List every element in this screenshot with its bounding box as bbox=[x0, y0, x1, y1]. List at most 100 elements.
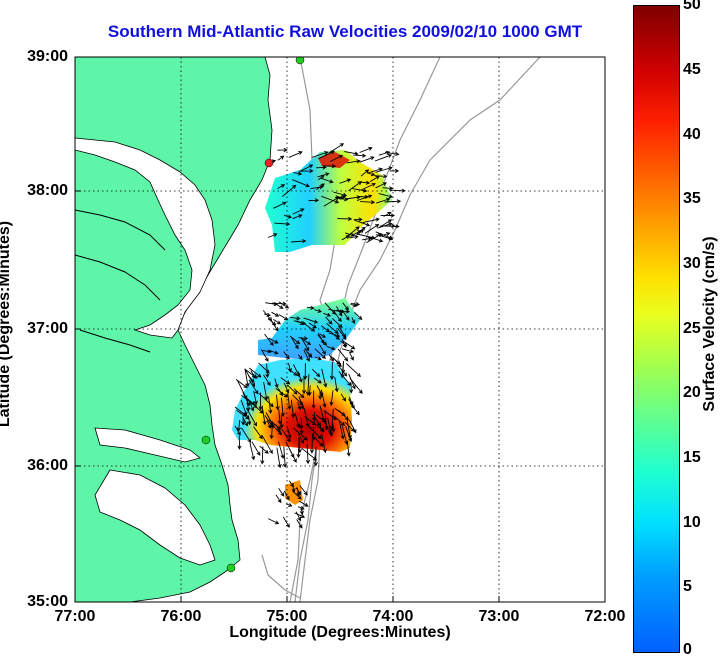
current-vector bbox=[241, 414, 246, 426]
current-vector bbox=[292, 364, 301, 378]
current-vector bbox=[311, 368, 321, 378]
x-tick-label: 73:00 bbox=[478, 608, 520, 625]
current-vector bbox=[333, 191, 348, 197]
x-tick-label: 74:00 bbox=[372, 608, 414, 625]
current-vector bbox=[348, 181, 362, 192]
current-vector bbox=[361, 182, 376, 191]
current-vector bbox=[302, 375, 307, 395]
current-vector bbox=[306, 351, 313, 358]
current-vector bbox=[277, 409, 282, 425]
current-vector bbox=[260, 446, 265, 465]
current-vector bbox=[277, 184, 286, 189]
river bbox=[79, 329, 151, 353]
current-vector bbox=[367, 172, 376, 177]
current-vector bbox=[331, 318, 343, 328]
current-vector bbox=[299, 500, 309, 507]
current-vector bbox=[384, 199, 402, 204]
current-vector bbox=[348, 398, 355, 410]
x-tick-label: 76:00 bbox=[160, 608, 202, 625]
current-vector bbox=[310, 185, 324, 190]
current-vector bbox=[384, 151, 400, 156]
current-vector bbox=[303, 317, 319, 324]
current-vector bbox=[274, 378, 279, 389]
current-vector bbox=[337, 364, 348, 377]
current-vector bbox=[269, 349, 279, 355]
current-vector bbox=[324, 302, 336, 315]
current-vector bbox=[322, 164, 337, 169]
current-vector bbox=[316, 165, 327, 170]
colorbar-tick-label: 25 bbox=[683, 320, 701, 337]
current-vector bbox=[341, 235, 351, 241]
current-vector bbox=[319, 333, 327, 338]
current-vector bbox=[298, 433, 304, 444]
current-vector bbox=[318, 343, 326, 355]
current-vector bbox=[362, 217, 380, 224]
colorbar-tick-label: 0 bbox=[683, 641, 692, 658]
current-vector bbox=[296, 487, 301, 497]
current-vector bbox=[351, 317, 356, 325]
current-vector bbox=[364, 223, 380, 234]
x-tick-label: 77:00 bbox=[54, 608, 96, 625]
current-vector bbox=[296, 437, 301, 459]
current-vector bbox=[303, 349, 310, 362]
current-vector bbox=[314, 348, 326, 359]
current-vector bbox=[353, 217, 363, 222]
current-vector bbox=[334, 377, 339, 393]
current-vector bbox=[274, 221, 291, 227]
current-vector bbox=[301, 447, 318, 461]
current-vector bbox=[297, 401, 302, 411]
current-vector bbox=[282, 184, 297, 197]
colorbar bbox=[633, 5, 680, 653]
current-vector bbox=[286, 426, 292, 439]
current-vector bbox=[283, 214, 292, 219]
colorbar-tick-label: 5 bbox=[683, 578, 692, 595]
current-vector bbox=[356, 194, 373, 202]
current-vector bbox=[380, 213, 396, 218]
current-vector bbox=[356, 233, 376, 240]
current-vector bbox=[352, 230, 362, 236]
current-vector bbox=[337, 216, 353, 221]
current-vector bbox=[297, 505, 305, 510]
current-vector bbox=[345, 363, 361, 378]
colorbar-tick-label: 20 bbox=[683, 384, 701, 401]
y-tick-label: 37:00 bbox=[27, 320, 68, 337]
current-vector bbox=[273, 201, 287, 209]
x-axis-label: Longitude (Degrees:Minutes) bbox=[229, 624, 451, 641]
current-vector bbox=[293, 427, 308, 441]
current-vector bbox=[358, 194, 370, 199]
current-vector bbox=[251, 441, 261, 456]
current-vector bbox=[289, 335, 301, 345]
current-vector bbox=[285, 503, 293, 507]
current-vector bbox=[267, 233, 278, 238]
current-vector bbox=[309, 433, 314, 454]
current-vector bbox=[285, 441, 295, 459]
current-vector bbox=[330, 355, 341, 365]
current-vector bbox=[278, 487, 285, 497]
current-vector bbox=[313, 377, 322, 384]
current-vector bbox=[234, 406, 247, 417]
current-vector bbox=[299, 422, 304, 435]
current-vector bbox=[236, 410, 250, 420]
current-vector bbox=[275, 494, 282, 504]
current-vector bbox=[282, 516, 290, 528]
current-vector bbox=[248, 379, 259, 395]
current-vector bbox=[337, 327, 347, 340]
current-vector bbox=[283, 382, 290, 394]
colorbar-label: Surface Velocity (cm/s) bbox=[701, 236, 718, 412]
current-vector bbox=[353, 153, 367, 158]
current-vector bbox=[249, 367, 262, 378]
current-vector bbox=[249, 442, 256, 461]
current-vector bbox=[306, 424, 322, 440]
current-vector bbox=[267, 318, 277, 326]
current-vector bbox=[253, 426, 263, 440]
current-vector bbox=[299, 485, 308, 496]
y-tick-label: 38:00 bbox=[27, 182, 68, 199]
current-vector bbox=[299, 507, 304, 515]
station-marker bbox=[201, 435, 211, 445]
current-vector bbox=[318, 150, 335, 160]
map-title: Southern Mid-Atlantic Raw Velocities 200… bbox=[107, 22, 583, 41]
current-vector bbox=[311, 390, 316, 409]
current-vector bbox=[303, 408, 310, 428]
current-vector bbox=[294, 413, 301, 429]
